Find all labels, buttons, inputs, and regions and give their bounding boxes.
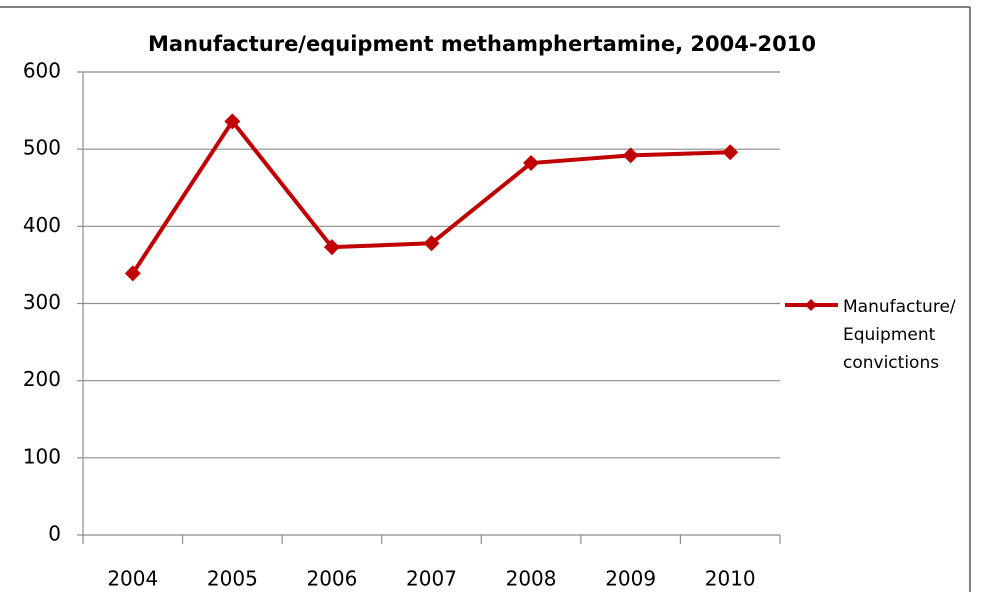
data-point: [124, 265, 141, 282]
x-tick-label: 2009: [605, 567, 656, 591]
x-tick-label: 2005: [207, 567, 258, 591]
x-tick-label: 2008: [506, 567, 557, 591]
legend-label: Manufacture/ Equipment convictions: [843, 297, 956, 373]
y-tick-label: 300: [23, 290, 61, 314]
y-tick-label: 600: [23, 59, 61, 83]
chart-title: Manufacture/equipment methamphertamine, …: [148, 32, 816, 56]
legend-marker: [805, 299, 817, 311]
data-point: [224, 113, 241, 130]
x-tick-label: 2007: [406, 567, 457, 591]
y-tick-label: 0: [48, 522, 61, 546]
y-tick-label: 100: [23, 444, 61, 468]
x-tick-label: 2004: [107, 567, 158, 591]
data-point: [423, 235, 440, 252]
data-point: [323, 239, 340, 256]
data-point: [622, 147, 639, 164]
y-tick-label: 400: [23, 213, 61, 237]
x-tick-label: 2010: [705, 567, 756, 591]
y-tick-label: 200: [23, 367, 61, 391]
data-point: [523, 155, 540, 172]
y-tick-label: 500: [23, 136, 61, 160]
x-tick-label: 2006: [306, 567, 357, 591]
data-point: [722, 144, 739, 161]
